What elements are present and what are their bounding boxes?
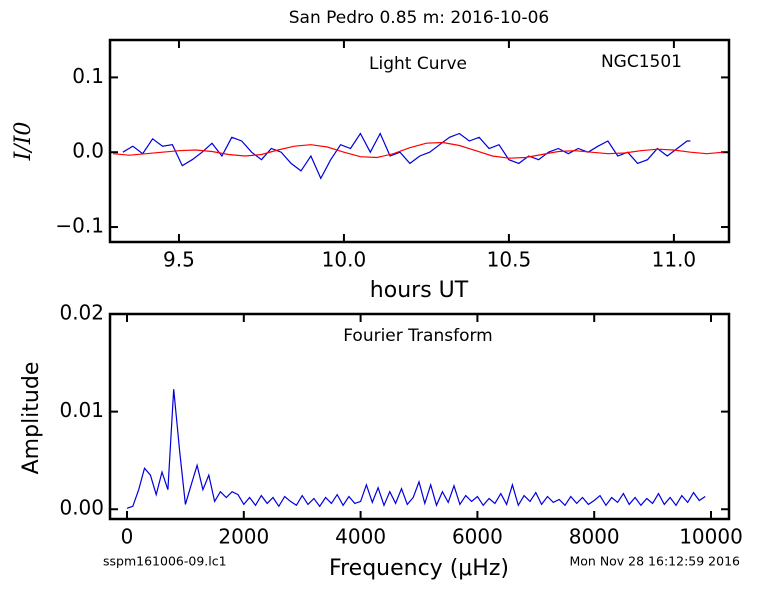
footer-right: Mon Nov 28 16:12:59 2016 bbox=[569, 554, 740, 569]
x-tick-label: 8000 bbox=[569, 525, 620, 549]
y-tick-label: 0.1 bbox=[72, 64, 104, 88]
y-tick-label: 0.02 bbox=[59, 301, 104, 325]
x-axis-label: hours UT bbox=[370, 278, 469, 303]
plot-frame bbox=[108, 312, 731, 521]
x-tick-label: 10.5 bbox=[487, 248, 532, 272]
data-line bbox=[126, 389, 706, 509]
annotation: Light Curve bbox=[369, 54, 467, 74]
x-tick-label: 9.5 bbox=[163, 248, 195, 272]
x-tick-label: 11.0 bbox=[652, 248, 697, 272]
annotation: Fourier Transform bbox=[343, 326, 492, 346]
y-tick-label: 0.01 bbox=[59, 398, 104, 422]
y-tick-label: −0.1 bbox=[55, 214, 104, 238]
x-tick-label: 6000 bbox=[452, 525, 503, 549]
x-tick-label: 2000 bbox=[218, 525, 269, 549]
x-tick-label: 10000 bbox=[679, 525, 743, 549]
annotation: NGC1501 bbox=[601, 52, 682, 72]
y-axis-label: Amplitude bbox=[19, 362, 44, 475]
data-line bbox=[122, 132, 691, 180]
chart-title: San Pedro 0.85 m: 2016-10-06 bbox=[289, 8, 549, 28]
y-axis-label: I/I0 bbox=[11, 122, 36, 162]
x-tick-label: 4000 bbox=[335, 525, 386, 549]
y-tick-label: 0.00 bbox=[59, 496, 104, 520]
x-tick-label: 0 bbox=[121, 525, 134, 549]
plot-frame bbox=[108, 38, 731, 244]
x-axis-label: Frequency (μHz) bbox=[329, 556, 509, 581]
footer-left: sspm161006-09.lc1 bbox=[103, 554, 227, 569]
data-line bbox=[112, 141, 724, 159]
y-tick-label: 0.0 bbox=[72, 139, 104, 163]
x-tick-label: 10.0 bbox=[322, 248, 367, 272]
